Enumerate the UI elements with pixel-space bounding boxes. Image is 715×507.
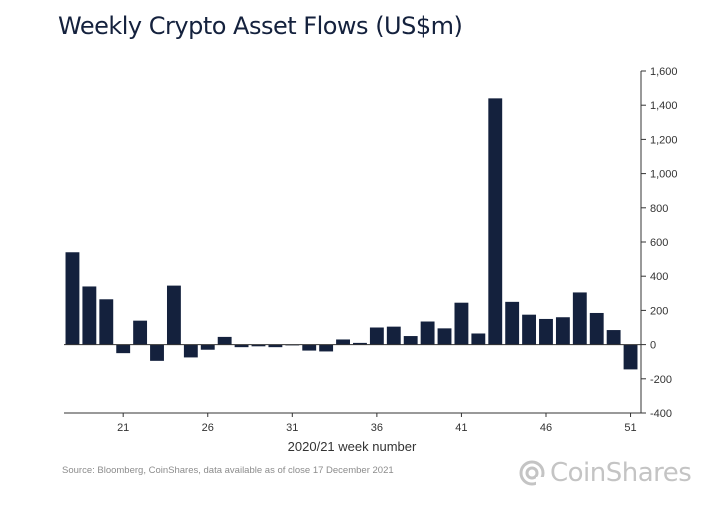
x-tick-label: 26	[202, 422, 214, 434]
bar-week-37	[386, 326, 401, 345]
coinshares-logo-text: CoinShares	[550, 458, 692, 488]
y-tick-label: 0	[650, 340, 656, 352]
y-tick-label: 400	[650, 271, 668, 283]
bar-week-28	[234, 344, 249, 348]
bars-group	[65, 98, 638, 370]
bar-week-50	[606, 330, 621, 345]
y-tick-label: 600	[650, 237, 668, 249]
bar-week-45	[522, 314, 537, 345]
bar-week-48	[572, 292, 587, 345]
bar-week-27	[217, 336, 232, 345]
y-tick-label: 200	[650, 305, 668, 317]
x-axis-ticks: 21 26 31 36 41 46 51	[117, 413, 637, 434]
bar-week-33	[319, 344, 334, 352]
chart-title: Weekly Crypto Asset Flows (US$m)	[58, 12, 463, 40]
bar-week-25	[183, 344, 198, 358]
bar-week-19	[82, 286, 97, 345]
bar-week-34	[336, 339, 350, 345]
bar-week-29	[251, 344, 266, 347]
x-tick-label: 41	[455, 422, 467, 434]
y-axis-ticks: 1,600 1,400 1,200 1,000 800 600 400 200 0 -200 -40…	[641, 66, 678, 420]
y-tick-label: 1,200	[650, 134, 678, 146]
bar-week-32	[302, 344, 317, 351]
bar-week-51	[623, 344, 638, 370]
bar-week-41	[454, 302, 469, 345]
bar-week-18	[65, 252, 80, 345]
bar-week-22	[133, 320, 148, 345]
bar-week-20	[99, 299, 114, 345]
bar-week-46	[539, 318, 553, 345]
bar-week-47	[555, 317, 570, 345]
bar-week-36	[369, 327, 384, 345]
bar-week-39	[420, 321, 435, 345]
bar-week-42	[471, 333, 486, 345]
coinshares-logo-icon	[519, 460, 545, 486]
source-note: Source: Bloomberg, CoinShares, data avai…	[62, 465, 394, 476]
bar-week-26	[200, 344, 215, 350]
bar-week-43	[488, 98, 503, 345]
x-tick-label: 36	[371, 422, 383, 434]
bar-week-23	[150, 344, 164, 361]
x-tick-label: 46	[540, 422, 552, 434]
bar-week-40	[437, 328, 452, 345]
y-tick-label: -200	[650, 374, 672, 386]
bar-week-30	[268, 344, 283, 348]
y-tick-label: 1,000	[650, 169, 678, 181]
x-tick-label: 51	[624, 422, 636, 434]
y-tick-label: 800	[650, 203, 668, 215]
y-tick-label: 1,400	[650, 100, 678, 112]
x-tick-label: 21	[117, 422, 129, 434]
bar-week-44	[505, 301, 520, 345]
y-tick-label: 1,600	[650, 66, 678, 78]
bar-week-24	[166, 285, 181, 345]
x-tick-label: 31	[286, 422, 298, 434]
x-axis-label: 2020/21 week number	[288, 439, 417, 454]
bar-week-35	[353, 342, 367, 345]
bar-week-21	[116, 344, 131, 354]
coinshares-logo: CoinShares	[518, 458, 692, 488]
bar-week-49	[589, 312, 604, 345]
bar-week-38	[403, 336, 418, 345]
y-tick-label: -400	[650, 408, 672, 420]
